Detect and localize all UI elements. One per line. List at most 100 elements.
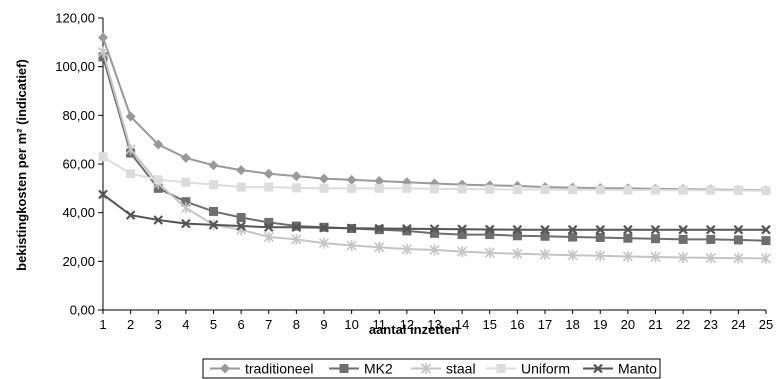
data-point: [512, 231, 522, 241]
y-tick-label: 0,00: [70, 303, 95, 318]
data-point: [374, 176, 385, 187]
x-tick-label: 21: [648, 317, 662, 332]
data-point: [291, 183, 301, 193]
x-tick-label: 6: [238, 317, 245, 332]
data-point: [623, 185, 633, 195]
data-point: [540, 224, 550, 235]
data-point: [623, 233, 633, 243]
data-point: [705, 252, 716, 264]
data-point: [181, 218, 191, 229]
x-tick-label: 10: [344, 317, 358, 332]
y-axis-ticks: 0,00 20,00 40,00 60,00 80,00 100,00 120,00: [55, 11, 103, 318]
x-tick-label: 23: [704, 317, 718, 332]
data-point: [430, 228, 439, 238]
x-tick-label: 25: [759, 317, 773, 332]
data-point: [733, 235, 743, 245]
data-point: [429, 224, 440, 234]
data-point: [98, 152, 108, 162]
data-point: [236, 213, 246, 223]
data-point: [180, 202, 191, 214]
data-point: [402, 183, 412, 193]
series-line: [102, 193, 766, 231]
data-point: [457, 184, 467, 194]
data-point: [512, 185, 522, 195]
data-point: [733, 252, 744, 264]
data-point: [319, 222, 329, 233]
data-point: [98, 32, 108, 43]
x-axis-title: aantal inzetten: [369, 322, 459, 337]
legend-label: Uniform: [521, 361, 570, 377]
y-tick-label: 80,00: [62, 108, 95, 123]
x-tick-label: 2: [127, 317, 134, 332]
x-tick-label: 8: [293, 317, 300, 332]
data-point: [236, 165, 247, 176]
data-point: [319, 183, 329, 193]
x-tick-label: 15: [483, 317, 497, 332]
data-point: [126, 169, 136, 179]
x-tick-label: 20: [621, 317, 635, 332]
data-point: [153, 175, 163, 185]
data-point: [291, 233, 302, 245]
data-point: [125, 210, 136, 220]
legend-item: Uniform: [486, 361, 570, 377]
data-point: [595, 250, 606, 262]
x-tick-label: 22: [676, 317, 690, 332]
x-tick-label: 17: [538, 317, 552, 332]
legend-marker: [420, 363, 432, 374]
data-point: [540, 231, 550, 241]
x-tick-label: 19: [593, 317, 607, 332]
data-point: [125, 143, 136, 155]
data-point: [374, 241, 385, 253]
data-point: [706, 185, 716, 195]
data-point: [595, 224, 606, 235]
series-line: [102, 37, 767, 192]
data-point: [567, 224, 578, 235]
data-point: [678, 185, 688, 195]
data-point: [568, 232, 578, 242]
data-point: [457, 246, 468, 258]
data-point: [512, 224, 523, 235]
y-axis-title: bekistingkosten per m² (indicatief): [14, 59, 29, 271]
data-point: [264, 217, 274, 227]
data-point: [595, 232, 605, 242]
data-point: [263, 168, 274, 179]
data-point: [705, 224, 716, 235]
series-line: [102, 56, 767, 242]
legend-item: traditioneel: [210, 361, 314, 377]
data-point: [291, 171, 302, 182]
legend-marker: [593, 363, 603, 374]
data-point: [402, 226, 412, 236]
x-tick-label: 1: [99, 317, 106, 332]
data-point: [125, 111, 136, 122]
series-layer: [97, 32, 772, 264]
data-point: [153, 139, 164, 150]
data-point: [236, 182, 246, 192]
x-tick-label: 3: [155, 317, 162, 332]
data-point: [374, 223, 385, 234]
data-point: [512, 248, 523, 260]
x-tick-label: 14: [455, 317, 469, 332]
y-tick-label: 100,00: [55, 59, 95, 74]
x-tick-label: 13: [427, 317, 441, 332]
series-uniform: [98, 152, 771, 196]
x-tick-label: 11: [373, 317, 387, 332]
data-point: [733, 186, 743, 196]
data-point: [208, 220, 219, 230]
data-point: [484, 247, 495, 259]
legend-marker: [220, 363, 230, 374]
data-point: [761, 224, 771, 235]
data-point: [264, 182, 274, 192]
data-point: [209, 180, 218, 190]
data-point: [318, 237, 330, 249]
data-point: [595, 185, 605, 195]
data-point: [457, 224, 467, 234]
data-point: [180, 152, 191, 163]
data-point: [209, 206, 218, 216]
x-axis-ticks: 1 2 3 4 5 6 7 8 9 10 11 12 13 14 15 16 17 18 19 20 21 22 23 24 2…: [99, 310, 773, 332]
legend-label: Manto: [618, 361, 657, 377]
data-point: [153, 215, 164, 225]
x-tick-label: 18: [565, 317, 579, 332]
y-tick-label: 60,00: [62, 157, 95, 172]
data-point: [263, 231, 274, 243]
